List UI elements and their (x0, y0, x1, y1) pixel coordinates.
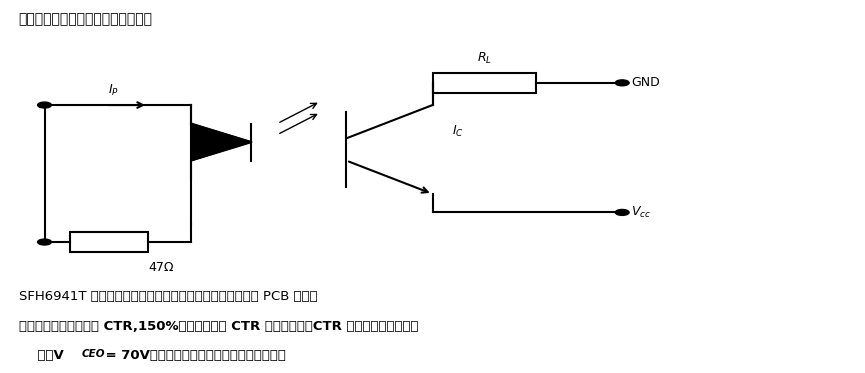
Text: $I_P$: $I_P$ (108, 83, 119, 98)
Bar (70, 232, 148, 252)
Circle shape (37, 102, 51, 108)
Circle shape (615, 210, 629, 215)
Circle shape (615, 80, 629, 86)
Text: 47Ω: 47Ω (148, 261, 174, 274)
Text: GND: GND (631, 76, 659, 90)
Text: $R_L$: $R_L$ (477, 51, 491, 66)
Text: SFH6941T 由四通道小型光耦合器组成。适于高密度封装的 PCB 应用。: SFH6941T 由四通道小型光耦合器组成。适于高密度封装的 PCB 应用。 (19, 290, 317, 303)
Bar (432, 73, 536, 93)
Polygon shape (191, 123, 252, 161)
Text: = 70V；耦合电容低；高共模瞬变抑制能力；: = 70V；耦合电容低；高共模瞬变抑制能力； (100, 350, 285, 363)
Text: 特点：低电流输入；高 CTR,150%；对正向电流 CTR 有好的线性；CTR 下降率小；集发电压: 特点：低电流输入；高 CTR,150%；对正向电流 CTR 有好的线性；CTR … (19, 320, 418, 333)
Text: CEO: CEO (81, 350, 106, 360)
Text: 用途：用于通讯和仪器仪表等领域。: 用途：用于通讯和仪器仪表等领域。 (19, 13, 152, 26)
Text: $I_C$: $I_C$ (452, 124, 465, 139)
Text: $V_{cc}$: $V_{cc}$ (631, 205, 650, 220)
Text: 高，V: 高，V (19, 350, 63, 363)
Circle shape (37, 239, 51, 245)
